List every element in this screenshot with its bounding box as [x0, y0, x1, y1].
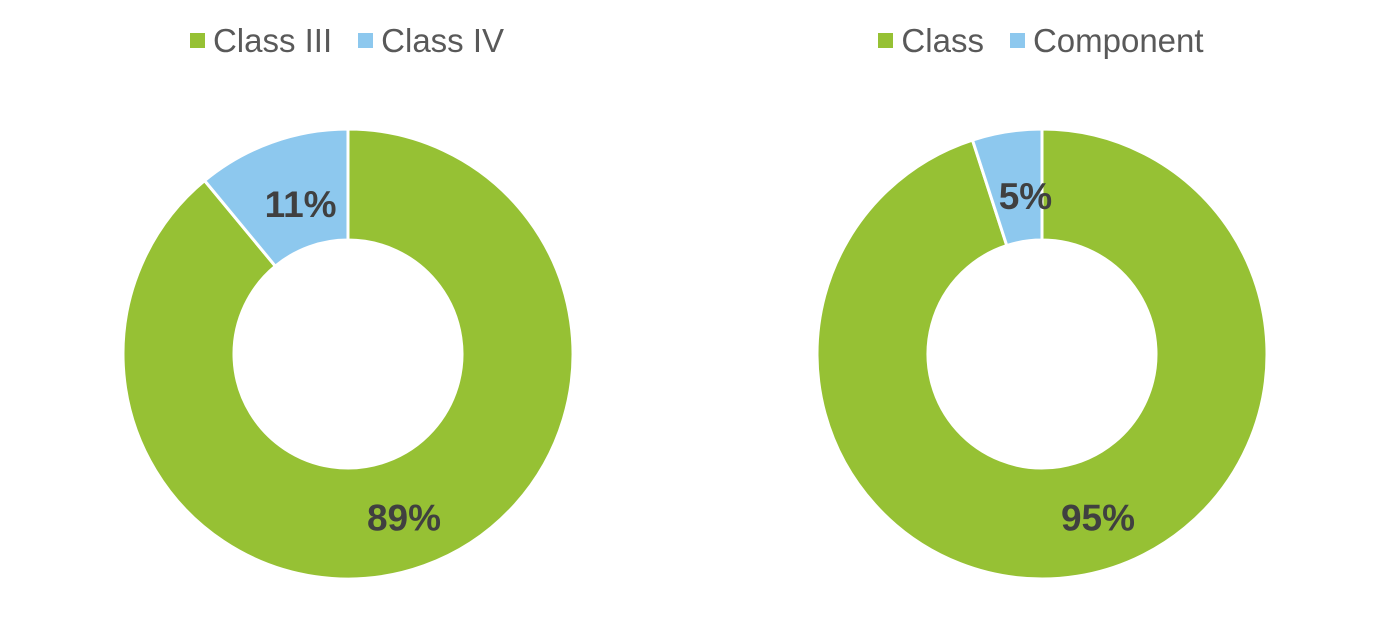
legend-swatch-class-iv [358, 32, 374, 48]
legend: Class III Class IV [0, 18, 694, 62]
legend-label-class: Class [901, 21, 984, 59]
data-label-component: 5% [999, 176, 1052, 217]
donut-chart-left: Class III Class IV 89% 11% [0, 18, 694, 581]
legend-item-class-iv: Class IV [358, 24, 504, 57]
slice-component [970, 127, 1044, 248]
legend-item-class: Class [878, 24, 984, 57]
donut-plot: 95% 5% [815, 127, 1269, 581]
legend-item-class-iii: Class III [189, 21, 333, 59]
data-label-class-iv: 11% [265, 184, 337, 225]
legend-swatch-class-iii [189, 32, 205, 48]
donut-plot: 89% 11% [121, 127, 575, 581]
legend-swatch-component [1009, 32, 1025, 48]
legend-label-class-iii: Class III [212, 21, 333, 59]
slice-class [815, 127, 1269, 581]
slice-class-iv [202, 127, 350, 269]
data-label-class: 95% [1061, 498, 1135, 539]
legend: Class Component [694, 18, 1388, 62]
donut-chart-right: Class Component 95% 5% [694, 0, 1388, 638]
legend-label-component: Component [1032, 21, 1204, 59]
legend-swatch-class [878, 32, 894, 48]
data-label-class-iii: 89% [367, 498, 441, 539]
legend-item-component: Component [1009, 21, 1204, 59]
legend-label-class-iv: Class IV [381, 21, 505, 59]
slice-class-iii [121, 127, 575, 581]
